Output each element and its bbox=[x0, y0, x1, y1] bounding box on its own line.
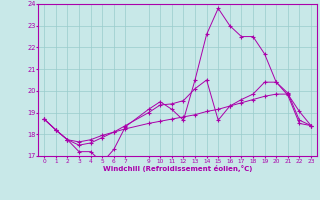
X-axis label: Windchill (Refroidissement éolien,°C): Windchill (Refroidissement éolien,°C) bbox=[103, 165, 252, 172]
